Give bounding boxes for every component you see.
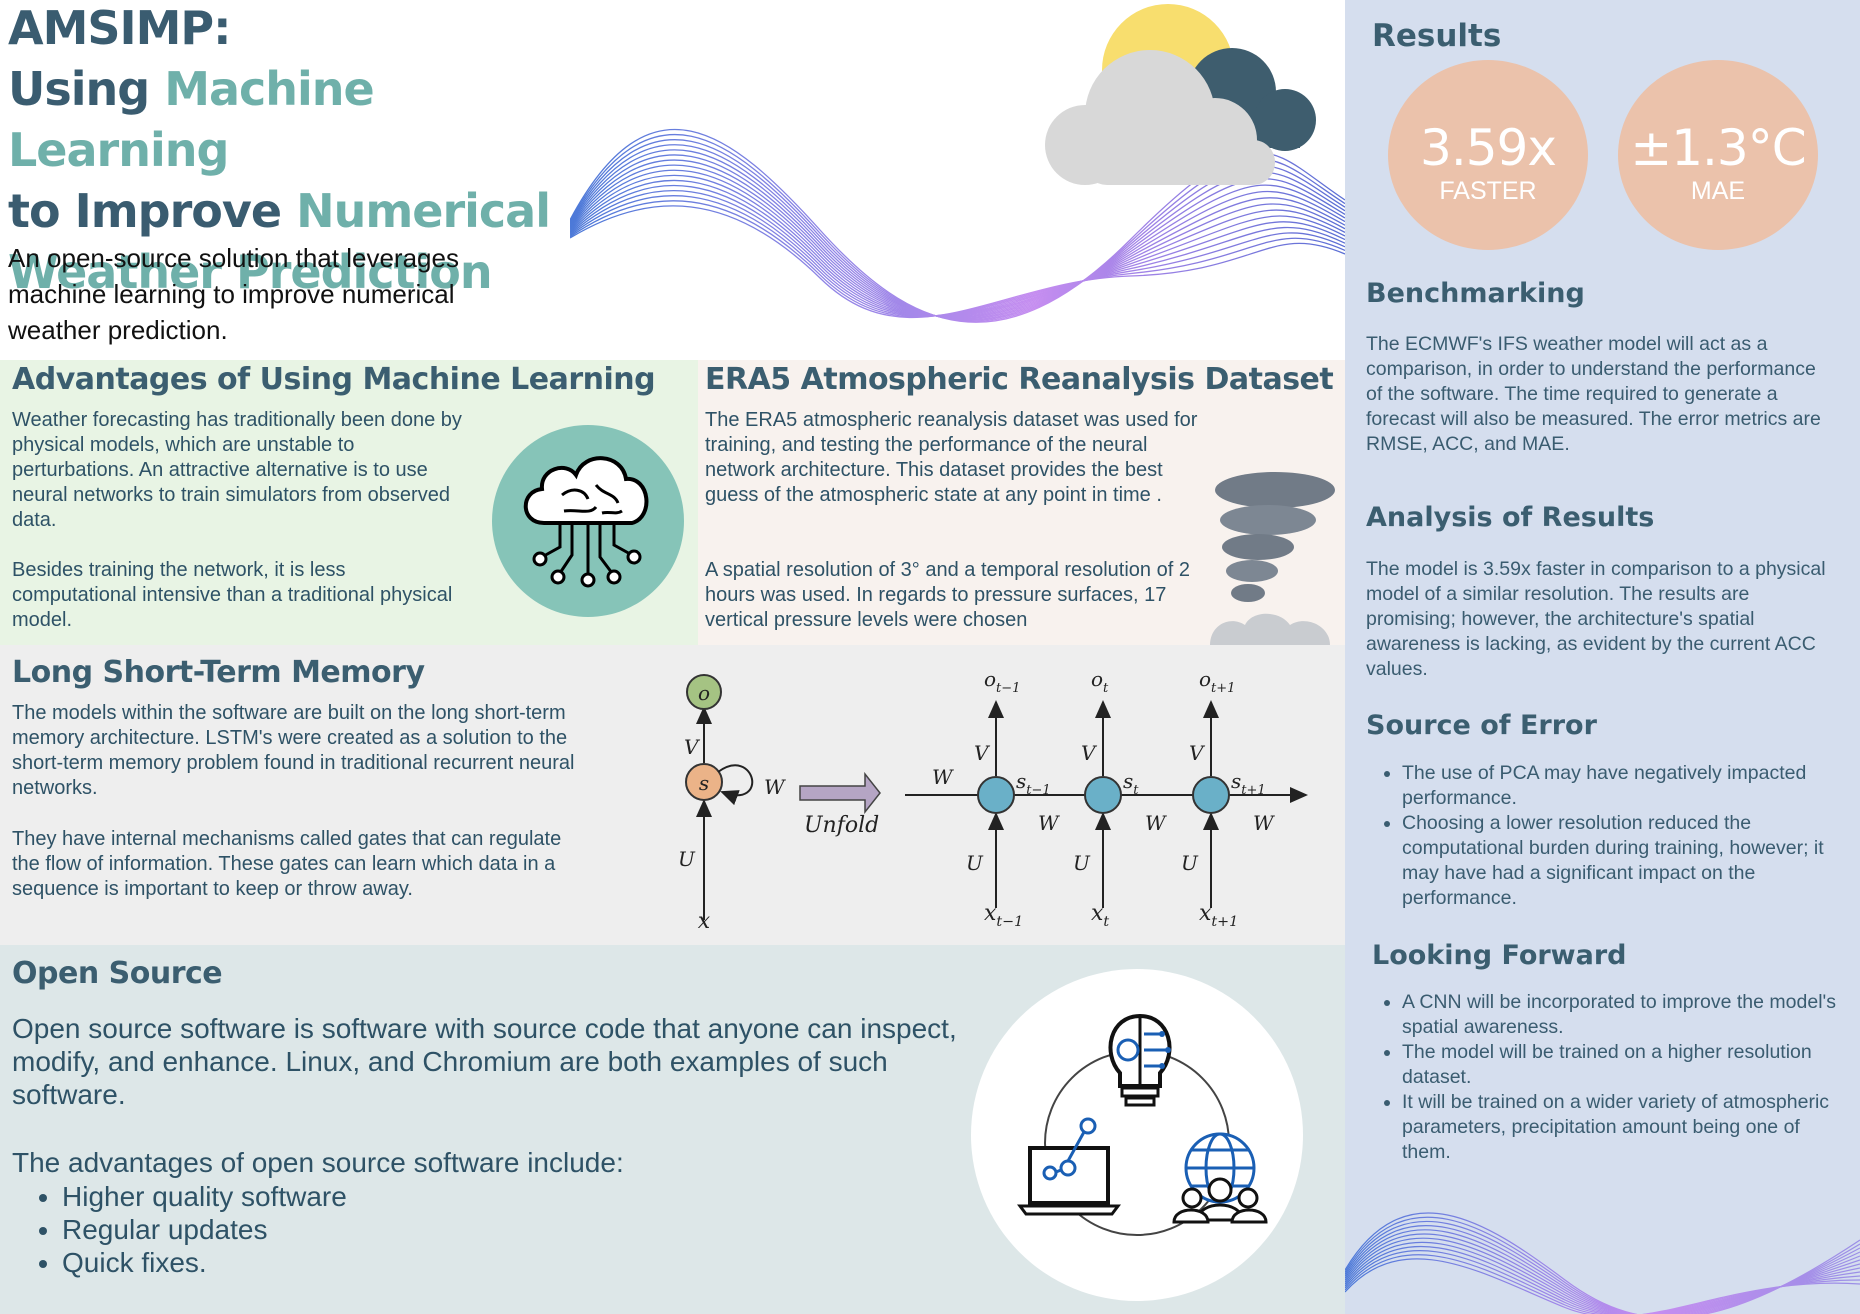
speedup-label: FASTER [1439, 177, 1537, 205]
wave-line [1345, 1237, 1860, 1314]
weight-v-label: V [1189, 741, 1206, 765]
wave-line [1345, 1229, 1860, 1314]
wave-line [570, 200, 1345, 318]
mae-badge: ±1.3°C MAE [1618, 60, 1818, 250]
svg-text:W: W [932, 765, 954, 789]
analysis-title: Analysis of Results [1366, 502, 1655, 533]
weight-v-label: V [974, 741, 991, 765]
weather-cloud-sun-icon [1045, 4, 1316, 185]
globe-people-icon [1172, 1132, 1268, 1224]
unfold-arrow-icon [799, 771, 881, 815]
lstm-paragraph-1: The models within the software are built… [12, 702, 575, 799]
svg-text:Unfold: Unfold [804, 813, 879, 838]
svg-text:W: W [764, 775, 786, 799]
hidden-state-node [1192, 776, 1230, 814]
advantages-paragraph-1: Weather forecasting has traditionally be… [12, 409, 462, 531]
mae-label: MAE [1690, 177, 1746, 205]
speedup-badge: 3.59x FASTER [1388, 60, 1588, 250]
svg-text:U: U [678, 847, 696, 871]
weight-u-label: U [1073, 851, 1091, 875]
state-label: st−1 [1016, 769, 1051, 798]
wave-line [1345, 1212, 1860, 1314]
output-label: ot [1091, 667, 1109, 696]
title-line-1: AMSIMP: [8, 1, 232, 55]
results-title: Results [1372, 18, 1502, 54]
list-item: A CNN will be incorporated to improve th… [1402, 990, 1842, 1040]
state-label: st [1123, 769, 1139, 798]
era5-paragraph-2: A spatial resolution of 3° and a tempora… [705, 559, 1190, 631]
looking-forward-title: Looking Forward [1372, 940, 1627, 971]
wave-line [1345, 1246, 1860, 1314]
source-of-error-title: Source of Error [1366, 710, 1597, 741]
wave-line [1345, 1250, 1860, 1314]
title-line-3: to Improve Numerical [8, 184, 551, 238]
era5-paragraph-1: The ERA5 atmospheric reanalysis dataset … [705, 409, 1198, 506]
advantages-paragraph-2: Besides training the network, it is less… [12, 559, 453, 631]
weight-u-label: U [966, 851, 984, 875]
cloud-circuit-icon [492, 425, 684, 617]
wave-line [1345, 1220, 1860, 1314]
title-line-2: Using Machine Learning [8, 62, 375, 177]
lightbulb-icon [1108, 1013, 1172, 1107]
benchmarking-text: The ECMWF's IFS weather model will act a… [1366, 333, 1821, 455]
sidebar-wave-decoration [1345, 1212, 1860, 1314]
weight-w-label: W [1038, 811, 1060, 835]
poster-title: AMSIMP: Using Machine Learning to Improv… [8, 0, 588, 303]
input-label: xt−1 [984, 901, 1023, 930]
list-item: The use of PCA may have negatively impac… [1402, 761, 1842, 811]
list-item: Regular updates [62, 1213, 347, 1246]
weight-w-label: W [1253, 811, 1275, 835]
hidden-state-node [977, 776, 1015, 814]
list-item: The model will be trained on a higher re… [1402, 1040, 1842, 1090]
speedup-value: 3.59x [1420, 119, 1557, 177]
benchmarking-title: Benchmarking [1366, 278, 1585, 309]
weight-u-label: U [1181, 851, 1199, 875]
open-source-title: Open Source [12, 956, 223, 991]
wave-line [570, 184, 1345, 317]
laptop-share-icon [1017, 1117, 1121, 1216]
output-node [686, 674, 722, 710]
open-source-paragraph-2: The advantages of open source software i… [12, 1147, 624, 1178]
wave-line [1345, 1254, 1860, 1314]
era5-title: ERA5 Atmospheric Reanalysis Dataset [705, 362, 1334, 397]
weight-v-label: V [1081, 741, 1098, 765]
looking-forward-list: A CNN will be incorporated to improve th… [1366, 990, 1842, 1165]
wave-line [1345, 1241, 1860, 1314]
output-label: ot−1 [984, 667, 1020, 696]
svg-text:s: s [699, 771, 709, 795]
open-source-paragraph-1: Open source software is software with so… [12, 1013, 957, 1110]
list-item: Quick fixes. [62, 1246, 347, 1279]
analysis-text: The model is 3.59x faster in comparison … [1366, 558, 1826, 680]
tornado-icon [1210, 472, 1335, 645]
mae-value: ±1.3°C [1630, 119, 1806, 177]
svg-text:o: o [698, 681, 710, 705]
input-label: xt+1 [1199, 901, 1238, 930]
source-of-error-list: The use of PCA may have negatively impac… [1366, 761, 1842, 911]
state-node [685, 763, 723, 801]
svg-text:x: x [698, 909, 711, 934]
state-label: st+1 [1231, 769, 1266, 798]
list-item: It will be trained on a wider variety of… [1402, 1090, 1842, 1165]
wave-line [570, 205, 1345, 319]
lstm-title: Long Short-Term Memory [12, 655, 425, 690]
open-source-advantages-list: Higher quality software Regular updates … [12, 1180, 347, 1279]
input-label: xt [1091, 901, 1109, 930]
wave-line [1345, 1258, 1860, 1314]
list-item: Choosing a lower resolution reduced the … [1402, 811, 1842, 911]
weight-w-label: W [1145, 811, 1167, 835]
lstm-paragraph-2: They have internal mechanisms called gat… [12, 828, 562, 900]
hidden-state-node [1084, 776, 1122, 814]
output-label: ot+1 [1199, 667, 1235, 696]
wave-line [1345, 1225, 1860, 1314]
title-line-4: Weather Prediction [8, 245, 493, 299]
svg-text:V: V [684, 735, 701, 759]
wave-line [1345, 1233, 1860, 1314]
wave-line [1345, 1216, 1860, 1314]
rnn-unfold-diagram: o s x V U W Unfold ot−1st−1xt−1VUWotstxt… [678, 667, 1308, 934]
wave-line [570, 190, 1345, 317]
list-item: Higher quality software [62, 1180, 347, 1213]
advantages-title: Advantages of Using Machine Learning [12, 362, 656, 397]
open-source-cycle-icon [971, 969, 1303, 1301]
poster-subtitle: An open-source solution that leverages m… [8, 243, 459, 345]
